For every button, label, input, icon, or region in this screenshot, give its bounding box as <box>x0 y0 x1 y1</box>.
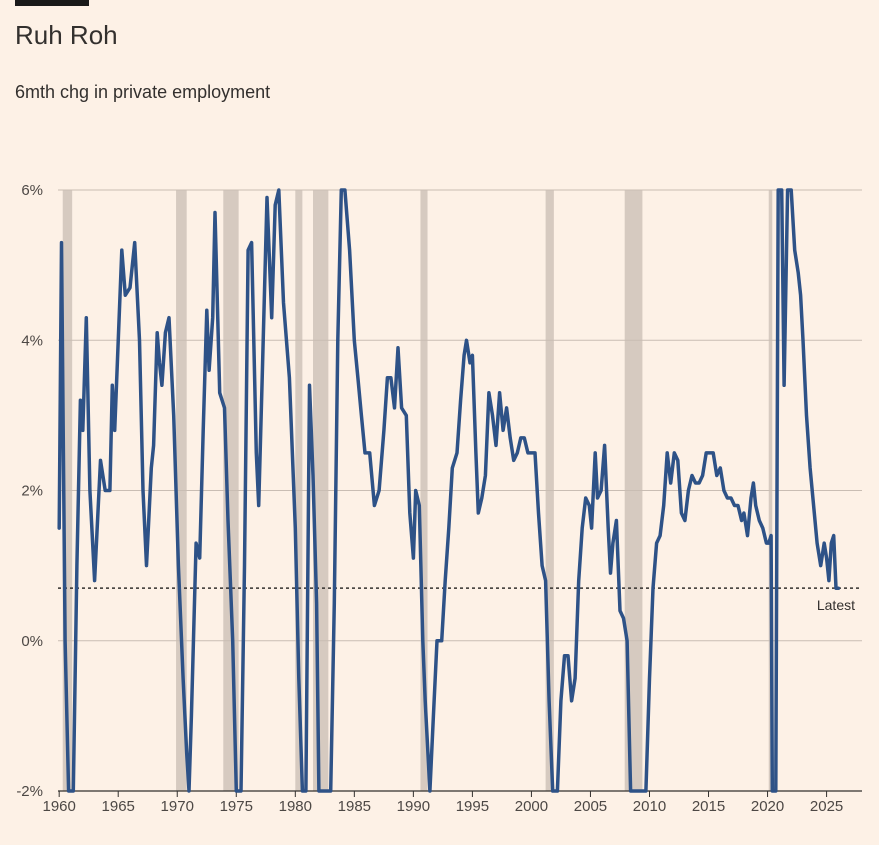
series-line <box>57 188 841 793</box>
series-lines <box>57 188 841 793</box>
y-tick-label: 0% <box>21 633 43 650</box>
x-tick-label: 2025 <box>810 798 843 815</box>
x-tick-label: 2010 <box>633 798 666 815</box>
x-tick-label: 2020 <box>751 798 784 815</box>
x-tick-label: 1960 <box>42 798 75 815</box>
latest-label: Latest <box>817 597 855 613</box>
x-tick-label: 1985 <box>338 798 371 815</box>
x-axis-ticks: 1960 1965 1970 1975 1980 1985 1990 1995 2000 2005… <box>42 791 843 815</box>
x-tick-label: 2005 <box>574 798 607 815</box>
x-tick-label: 1980 <box>279 798 312 815</box>
y-tick-label: 4% <box>21 332 43 349</box>
chart-subtitle: 6mth chg in private employment <box>15 82 271 102</box>
chart-title: Ruh Roh <box>15 20 118 50</box>
x-tick-label: 1990 <box>397 798 430 815</box>
x-tick-label: 1970 <box>161 798 194 815</box>
x-tick-label: 2000 <box>515 798 548 815</box>
x-tick-label: 1995 <box>456 798 489 815</box>
header-accent-bar <box>15 0 89 6</box>
y-tick-label: -2% <box>16 783 43 800</box>
y-tick-label: 6% <box>21 182 43 199</box>
gridlines <box>58 189 862 792</box>
x-tick-label: 1975 <box>220 798 253 815</box>
x-tick-label: 1965 <box>102 798 135 815</box>
x-tick-label: 2015 <box>692 798 725 815</box>
y-axis-ticks: 6% 4% 2% 0% -2% <box>16 182 43 800</box>
y-tick-label: 2% <box>21 483 43 500</box>
latest-reference: Latest <box>58 587 862 613</box>
